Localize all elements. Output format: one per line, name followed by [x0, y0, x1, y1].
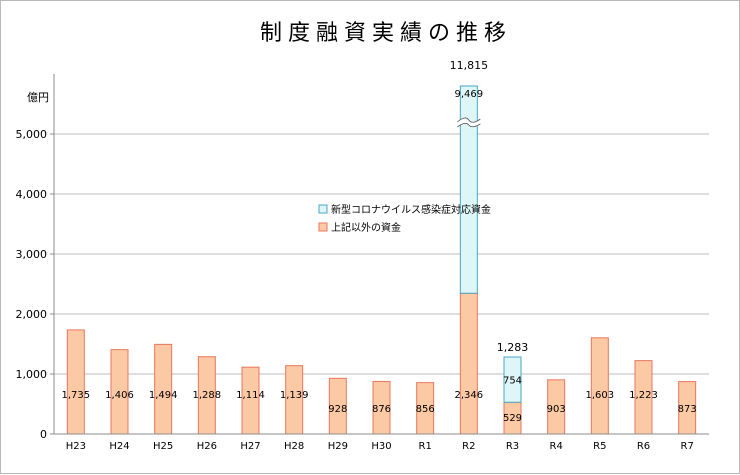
data-label-other: 856	[416, 404, 435, 415]
bar-segment-covid	[503, 356, 522, 403]
legend-label: 上記以外の資金	[331, 221, 401, 234]
data-label-other: 1,114	[236, 390, 265, 401]
y-tick-label: 4,000	[16, 188, 48, 201]
y-tick-label: 3,000	[16, 248, 48, 261]
x-tick-label: R7	[681, 441, 694, 452]
x-tick-label: H28	[284, 441, 304, 452]
data-label-other: 1,139	[280, 390, 309, 401]
x-tick-label: R2	[462, 441, 475, 452]
x-tick-label: R5	[593, 441, 606, 452]
data-label-other: 2,346	[455, 390, 484, 401]
legend-swatch	[318, 204, 328, 214]
data-label-total: 1,283	[497, 341, 529, 354]
x-tick-label: H29	[328, 441, 348, 452]
y-tick-label: 1,000	[16, 368, 48, 381]
grid-layer	[54, 133, 709, 375]
bar-segment-other	[590, 337, 609, 435]
data-label-covid: 9,469	[455, 89, 484, 100]
y-axis-unit-label: 億円	[27, 91, 49, 104]
data-label-other: 1,288	[193, 390, 222, 401]
data-label-other: 1,735	[62, 390, 91, 401]
bar-layer	[66, 85, 697, 435]
x-tick-label: H23	[66, 441, 86, 452]
x-tick-label: H24	[109, 441, 129, 452]
legend-label: 新型コロナウイルス感染症対応資金	[331, 203, 491, 216]
label-layer: 1,735 1,406 1,494 1,288 1,114 1,139 928 876 856 2…	[62, 59, 697, 424]
x-tick-label: H26	[197, 441, 217, 452]
axis-break-line	[457, 123, 481, 128]
data-label-other: 873	[678, 404, 697, 415]
data-label-other: 1,223	[629, 390, 658, 401]
axis-layer: 0 1,000 2,000 3,000 4,000 5,000 H23 H24 H25 H26 H2…	[16, 74, 709, 452]
data-label-total: 11,815	[450, 59, 489, 72]
x-tick-label: H30	[371, 441, 391, 452]
axis-break-line	[457, 117, 481, 123]
data-label-covid: 754	[503, 376, 522, 387]
legend-swatch	[318, 222, 328, 232]
data-label-other: 1,603	[586, 390, 615, 401]
x-tick-label: H25	[153, 441, 173, 452]
chart-title: 制度融資実績の推移	[260, 21, 512, 46]
bar-segment-covid	[459, 85, 478, 294]
x-tick-label: R1	[419, 441, 432, 452]
y-tick-label: 0	[40, 428, 47, 441]
data-label-other: 928	[328, 404, 347, 415]
data-label-other: 529	[503, 413, 522, 424]
data-label-other: 903	[547, 404, 566, 415]
data-label-other: 1,406	[105, 390, 134, 401]
data-label-other: 1,494	[149, 390, 178, 401]
x-tick-label: R3	[506, 441, 519, 452]
bar-segment-other	[459, 292, 478, 435]
bar-segment-other	[66, 329, 85, 435]
x-tick-label: R6	[637, 441, 650, 452]
y-tick-label: 2,000	[16, 308, 48, 321]
x-tick-label: H27	[240, 441, 260, 452]
data-label-other: 876	[372, 404, 391, 415]
y-tick-label: 5,000	[16, 128, 48, 141]
x-tick-label: R4	[550, 441, 563, 452]
